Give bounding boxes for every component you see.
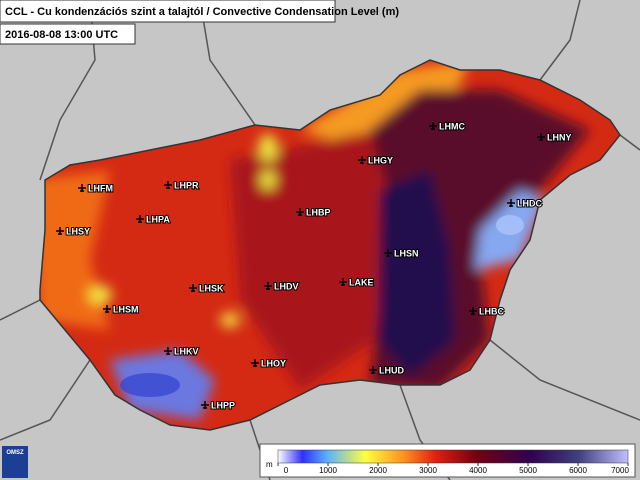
station-label: LHGY [368, 155, 393, 165]
station-label: LHDC [517, 198, 542, 208]
colorbar-tick-label: 3000 [419, 466, 437, 475]
station-marker [296, 208, 304, 216]
logo-text: OMSZ [6, 450, 24, 456]
station-marker [201, 401, 209, 409]
colorbar-tick-label: 1000 [319, 466, 337, 475]
station-label: LHPP [211, 400, 235, 410]
logo [2, 446, 28, 478]
station-label: LHKV [174, 346, 199, 356]
station-label: LHSM [113, 304, 139, 314]
station-label: LHMC [439, 121, 465, 131]
station-label: LHUD [379, 365, 404, 375]
station-marker [469, 307, 477, 315]
station-label: LHBP [306, 207, 331, 217]
station-label: LHOY [261, 358, 286, 368]
station-marker [358, 156, 366, 164]
station-label: LHSN [394, 248, 419, 258]
colorbar-tick-label: 2000 [369, 466, 387, 475]
colorbar-tick-label: 0 [284, 466, 289, 475]
station-label: LHFM [88, 183, 113, 193]
station-marker [264, 282, 272, 290]
station-label: LHPA [146, 214, 170, 224]
station-marker [384, 249, 392, 257]
station-label: LAKE [349, 277, 374, 287]
station-marker [369, 366, 377, 374]
date-box [0, 23, 136, 45]
colorbar-tick-label: 6000 [569, 466, 587, 475]
station-marker [429, 122, 437, 130]
station-marker [251, 359, 259, 367]
station-marker [164, 347, 172, 355]
station-label: LHNY [547, 132, 572, 142]
datetime: 2016-08-08 13:00 UTC [5, 29, 118, 41]
station-marker [189, 284, 197, 292]
colorbar-ticks: 0 1000 2000 3000 4000 5000 6000 7000 [277, 463, 629, 475]
stations: LHFM LHPR LHPA LHSY LHSM LHSK LHKV LHPP LHOY LHDV… [56, 120, 573, 411]
colorbar [277, 449, 629, 464]
station-marker [103, 305, 111, 313]
station-marker [339, 278, 347, 286]
station-marker [56, 227, 64, 235]
colorbar-tick-label: 5000 [519, 466, 537, 475]
station-label: LHSY [66, 226, 90, 236]
colorbar-tick-label: 7000 [611, 466, 629, 475]
colorbar-unit: m [266, 460, 273, 469]
title-box [0, 0, 336, 23]
station-marker [78, 184, 86, 192]
station-label: LHSK [199, 283, 224, 293]
title: CCL - Cu kondenzációs szint a talajtól /… [5, 6, 399, 18]
station-marker [136, 215, 144, 223]
station-label: LHDV [274, 281, 299, 291]
station-marker [537, 133, 545, 141]
station-label: LHBC [479, 306, 504, 316]
station-marker [164, 181, 172, 189]
colorbar-tick-label: 4000 [469, 466, 487, 475]
station-label: LHPR [174, 180, 199, 190]
station-marker [507, 199, 515, 207]
